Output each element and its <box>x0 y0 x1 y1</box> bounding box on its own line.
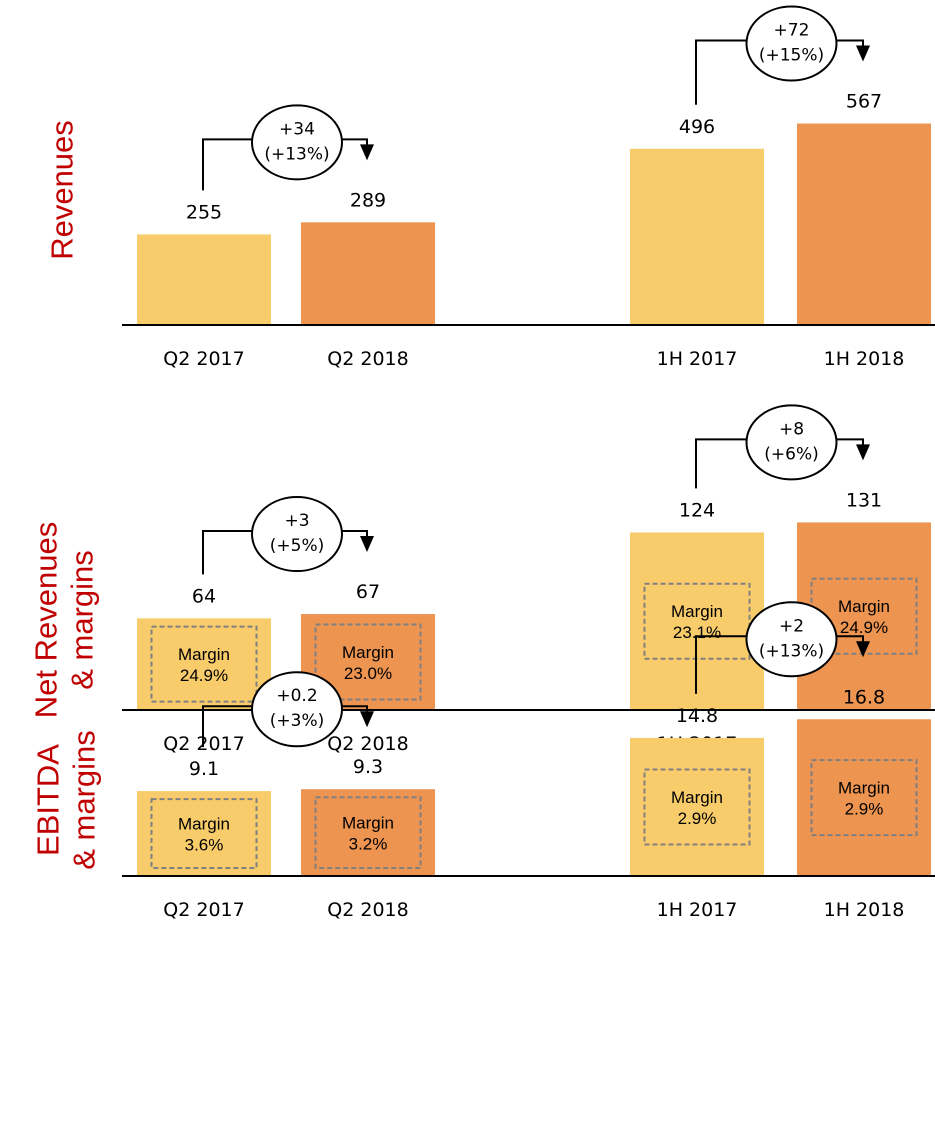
change-arrowhead <box>360 536 374 553</box>
change-percent: (+3%) <box>270 711 324 731</box>
category-label: Q2 2017 <box>163 348 244 370</box>
bar <box>630 737 764 876</box>
margin-value: 3.6% <box>185 836 224 855</box>
bar <box>301 789 435 876</box>
row-label: Net Revenues <box>29 522 64 718</box>
value-label: 14.8 <box>676 705 718 727</box>
value-label: 496 <box>679 116 715 138</box>
margin-value: 3.2% <box>349 835 388 854</box>
margin-label: Margin <box>342 814 394 833</box>
value-label: 9.3 <box>353 756 383 778</box>
row-label: EBITDA <box>31 744 66 856</box>
change-bubble <box>745 601 838 678</box>
change-bubble <box>251 671 343 748</box>
bar <box>630 148 764 325</box>
change-absolute: +8 <box>779 419 804 439</box>
change-bubble <box>745 404 838 481</box>
value-label: 9.1 <box>189 758 219 780</box>
margin-value: 24.9% <box>180 666 228 685</box>
margin-box <box>810 759 918 837</box>
category-label: 1H 2018 <box>824 348 905 370</box>
row-label: & margins <box>65 550 100 690</box>
margin-value: 24.9% <box>840 618 888 637</box>
margin-value: 23.1% <box>673 623 721 642</box>
category-label: Q2 2018 <box>327 733 408 755</box>
change-arrowhead <box>856 444 870 461</box>
row-label: Revenues <box>45 120 80 260</box>
bar <box>301 222 435 325</box>
margin-box <box>150 625 258 703</box>
change-absolute: +3 <box>284 511 309 531</box>
margin-label: Margin <box>178 815 230 834</box>
change-percent: (+13%) <box>264 144 329 164</box>
category-label: Q2 2018 <box>327 348 408 370</box>
value-label: 67 <box>356 581 380 603</box>
row-label: & margins <box>67 730 102 870</box>
margin-box <box>150 798 258 869</box>
bar <box>797 719 931 876</box>
margin-label: Margin <box>178 645 230 664</box>
change-percent: (+15%) <box>759 46 824 66</box>
bar <box>137 618 271 710</box>
change-percent: (+5%) <box>270 536 324 556</box>
category-label: 1H 2017 <box>657 348 738 370</box>
margin-label: Margin <box>342 643 394 662</box>
margin-box <box>314 623 422 701</box>
margin-label: Margin <box>838 779 890 798</box>
margin-label: Margin <box>671 788 723 807</box>
change-absolute: +2 <box>779 616 804 636</box>
category-label: 1H 2017 <box>657 899 738 921</box>
change-bubble <box>251 496 343 573</box>
change-percent: (+6%) <box>764 444 818 464</box>
value-label: 64 <box>192 585 216 607</box>
margin-value: 2.9% <box>678 809 717 828</box>
change-percent: (+13%) <box>759 641 824 661</box>
margin-label: Margin <box>838 597 890 616</box>
margin-box <box>643 768 751 846</box>
change-arrowhead <box>360 144 374 161</box>
margin-value: 23.0% <box>344 664 392 683</box>
change-arrowhead <box>360 711 374 728</box>
change-arrowhead <box>856 641 870 658</box>
margin-box <box>314 796 422 870</box>
bar <box>797 123 931 326</box>
margin-label: Margin <box>671 602 723 621</box>
value-label: 124 <box>679 499 715 521</box>
bar <box>137 234 271 325</box>
change-bubble <box>251 104 343 181</box>
change-arrowhead <box>856 45 870 62</box>
value-label: 289 <box>350 189 386 211</box>
value-label: 16.8 <box>843 686 885 708</box>
bar <box>137 791 271 876</box>
change-absolute: +34 <box>279 119 315 139</box>
margin-value: 2.9% <box>845 800 884 819</box>
value-label: 255 <box>186 201 222 223</box>
change-absolute: +0.2 <box>276 686 317 706</box>
category-label: Q2 2018 <box>327 899 408 921</box>
value-label: 567 <box>846 91 882 113</box>
category-label: Q2 2017 <box>163 899 244 921</box>
change-absolute: +72 <box>774 21 810 41</box>
category-label: 1H 2018 <box>824 899 905 921</box>
value-label: 131 <box>846 489 882 511</box>
change-bubble <box>745 5 838 82</box>
